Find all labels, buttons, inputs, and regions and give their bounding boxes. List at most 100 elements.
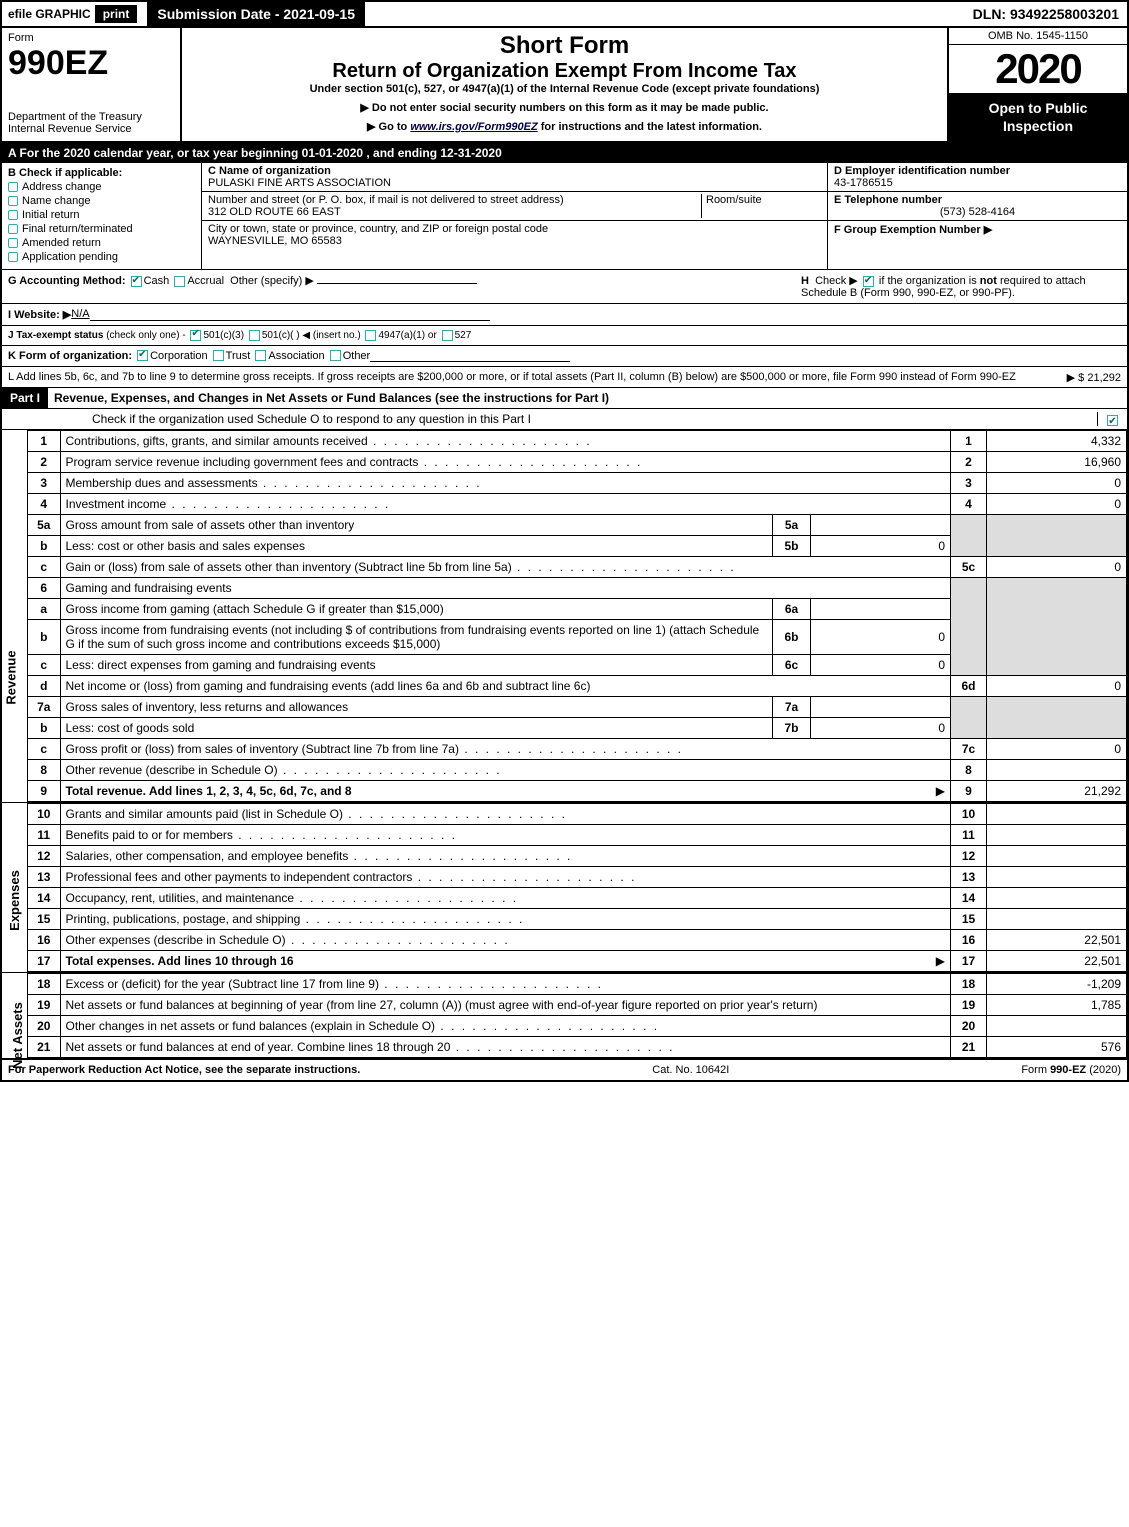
k-other-blank (370, 350, 570, 362)
table-row: 20Other changes in net assets or fund ba… (28, 1016, 1127, 1037)
c-name-label: C Name of organization (208, 165, 331, 177)
j-insert: ◀ (insert no.) (302, 330, 360, 341)
warn-ssn: ▶ Do not enter social security numbers o… (186, 101, 943, 114)
chk-pending[interactable] (8, 252, 18, 262)
e-phone-label: E Telephone number (834, 194, 942, 206)
chk-address[interactable] (8, 182, 18, 192)
table-row: 17Total expenses. Add lines 10 through 1… (28, 951, 1127, 972)
netassets-sidelabel: Net Assets (10, 1003, 25, 1070)
table-row: 11Benefits paid to or for members11 (28, 825, 1127, 846)
phone: (573) 528-4164 (834, 206, 1121, 218)
k-other: Other (343, 350, 371, 362)
l-amount: ▶ $ 21,292 (1067, 371, 1121, 384)
form-header: Form 990EZ Department of the Treasury In… (2, 28, 1127, 143)
table-row: 15Printing, publications, postage, and s… (28, 909, 1127, 930)
l-text: L Add lines 5b, 6c, and 7b to line 9 to … (8, 371, 1016, 383)
table-row: 8Other revenue (describe in Schedule O)8 (28, 760, 1127, 781)
chk-other[interactable] (330, 350, 341, 361)
chk-schedo[interactable] (1107, 415, 1118, 426)
street-label: Number and street (or P. O. box, if mail… (208, 194, 564, 206)
table-row: 16Other expenses (describe in Schedule O… (28, 930, 1127, 951)
chk-address-label: Address change (22, 181, 102, 193)
chk-h[interactable] (863, 276, 874, 287)
chk-initial[interactable] (8, 210, 18, 220)
dept-treasury: Department of the Treasury (8, 111, 174, 123)
footer-right: Form 990-EZ (2020) (1021, 1064, 1121, 1076)
return-title: Return of Organization Exempt From Incom… (186, 60, 943, 83)
ein: 43-1786515 (834, 177, 893, 189)
g-cash: Cash (144, 275, 170, 287)
table-row: 4Investment income40 (28, 494, 1127, 515)
footer-left: For Paperwork Reduction Act Notice, see … (8, 1064, 360, 1076)
irs-label: Internal Revenue Service (8, 123, 174, 135)
j-label: J Tax-exempt status (8, 330, 103, 341)
chk-accrual[interactable] (174, 276, 185, 287)
street: 312 OLD ROUTE 66 EAST (208, 206, 341, 218)
k-corp: Corporation (150, 350, 207, 362)
chk-cash[interactable] (131, 276, 142, 287)
room-suite-label: Room/suite (701, 194, 821, 218)
table-row: 5aGross amount from sale of assets other… (28, 515, 1127, 536)
line-k: K Form of organization: Corporation Trus… (2, 346, 1127, 367)
efile-label: efile GRAPHIC (8, 7, 91, 21)
chk-trust[interactable] (213, 350, 224, 361)
part-i-tag: Part I (2, 388, 48, 408)
k-label: K Form of organization: (8, 350, 132, 362)
goto-pre: ▶ Go to (367, 121, 410, 133)
j-4947: 4947(a)(1) or (378, 330, 436, 341)
chk-assoc[interactable] (255, 350, 266, 361)
table-row: 2Program service revenue including gover… (28, 452, 1127, 473)
g-label: G Accounting Method: (8, 275, 126, 287)
city: WAYNESVILLE, MO 65583 (208, 235, 342, 247)
tax-year: 2020 (949, 45, 1127, 93)
page-footer: For Paperwork Reduction Act Notice, see … (2, 1060, 1127, 1080)
irs-link[interactable]: www.irs.gov/Form990EZ (410, 121, 537, 133)
chk-amended-label: Amended return (22, 237, 101, 249)
line-j: J Tax-exempt status (check only one) - 5… (2, 326, 1127, 346)
i-label: I Website: ▶ (8, 308, 71, 321)
open-public: Open to Public Inspection (949, 93, 1127, 141)
chk-501c3[interactable] (190, 330, 201, 341)
table-row: 12Salaries, other compensation, and empl… (28, 846, 1127, 867)
line-g: G Accounting Method: Cash Accrual Other … (2, 270, 1127, 304)
omb-number: OMB No. 1545-1150 (949, 28, 1127, 45)
g-accrual: Accrual (187, 275, 224, 287)
table-row: 21Net assets or fund balances at end of … (28, 1037, 1127, 1058)
city-label: City or town, state or province, country… (208, 223, 548, 235)
part-i-header: Part I Revenue, Expenses, and Changes in… (2, 388, 1127, 409)
chk-501c[interactable] (249, 330, 260, 341)
goto-post: for instructions and the latest informat… (541, 121, 762, 133)
chk-final[interactable] (8, 224, 18, 234)
print-button[interactable]: print (95, 5, 138, 23)
table-row: dNet income or (loss) from gaming and fu… (28, 676, 1127, 697)
j-501c: 501(c)( ) (262, 330, 300, 341)
net-assets-table: 18Excess or (deficit) for the year (Subt… (28, 973, 1127, 1058)
table-row: 18Excess or (deficit) for the year (Subt… (28, 974, 1127, 995)
period-bar: A For the 2020 calendar year, or tax yea… (2, 143, 1127, 163)
line-i: I Website: ▶ N/A (2, 304, 1127, 326)
part-i-title: Revenue, Expenses, and Changes in Net As… (48, 388, 1127, 408)
chk-4947[interactable] (365, 330, 376, 341)
table-row: 10Grants and similar amounts paid (list … (28, 804, 1127, 825)
table-row: 14Occupancy, rent, utilities, and mainte… (28, 888, 1127, 909)
g-other-blank (317, 283, 477, 284)
chk-527[interactable] (442, 330, 453, 341)
dln: DLN: 93492258003201 (965, 4, 1127, 24)
form-word: Form (8, 32, 174, 44)
chk-corp[interactable] (137, 350, 148, 361)
revenue-table: 1Contributions, gifts, grants, and simil… (28, 430, 1127, 802)
website: N/A (71, 308, 89, 321)
footer-mid: Cat. No. 10642I (652, 1064, 729, 1076)
f-group-label: F Group Exemption Number ▶ (834, 224, 992, 236)
chk-name[interactable] (8, 196, 18, 206)
k-assoc: Association (268, 350, 324, 362)
table-row: 13Professional fees and other payments t… (28, 867, 1127, 888)
chk-final-label: Final return/terminated (22, 223, 133, 235)
g-other: Other (specify) ▶ (230, 275, 314, 287)
table-row: 9Total revenue. Add lines 1, 2, 3, 4, 5c… (28, 781, 1127, 802)
chk-amended[interactable] (8, 238, 18, 248)
form-number: 990EZ (8, 44, 174, 83)
top-bar: efile GRAPHIC print Submission Date - 20… (2, 2, 1127, 28)
j-note: (check only one) - (106, 330, 185, 341)
info-grid: B Check if applicable: Address change Na… (2, 163, 1127, 270)
